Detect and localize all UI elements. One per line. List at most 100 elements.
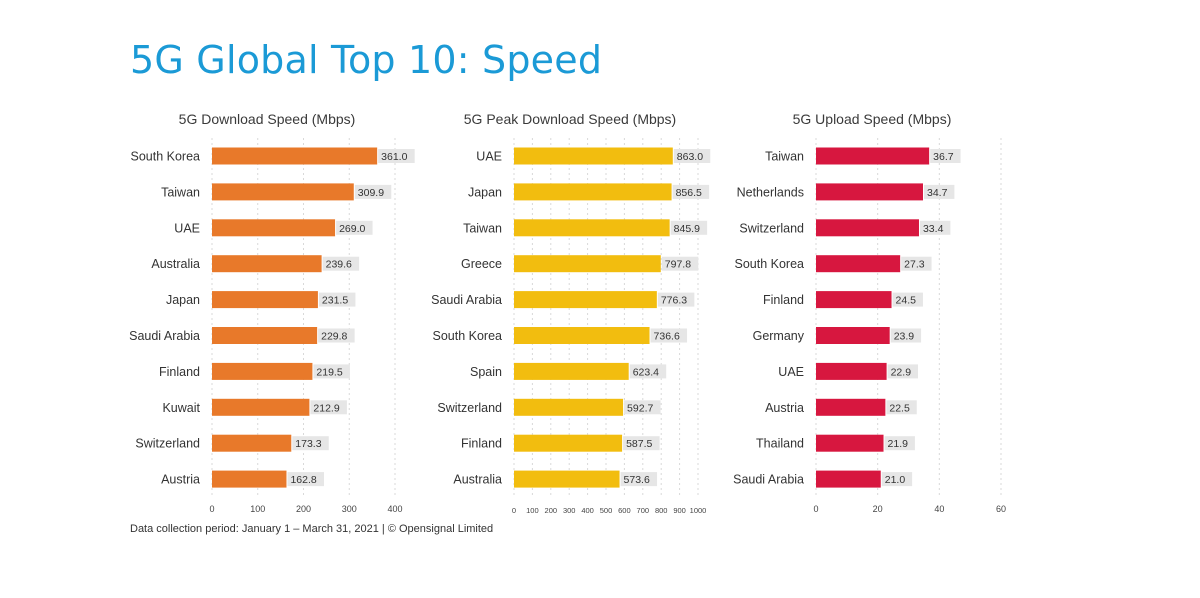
chart-2: 5G Peak Download Speed (Mbps) 0 100 200 300 4…: [431, 111, 711, 515]
category-label: Thailand: [756, 437, 804, 451]
category-label: Saudi Arabia: [733, 473, 804, 487]
category-label: Australia: [151, 257, 200, 271]
data-label-bg: [624, 400, 661, 415]
bar: [816, 219, 919, 237]
data-label: 219.5: [316, 366, 342, 378]
data-label-bg: [318, 292, 356, 307]
bar: [514, 255, 661, 273]
x-tick-label: 400: [387, 504, 402, 514]
x-tick-label: 900: [673, 506, 686, 515]
bar: [514, 470, 620, 488]
bar: [816, 147, 930, 165]
x-tick-label: 700: [637, 506, 650, 515]
category-label: Austria: [161, 473, 200, 487]
category-label: UAE: [476, 150, 502, 164]
category-label: Taiwan: [463, 221, 502, 235]
bar: [816, 470, 881, 488]
data-label-bg: [919, 220, 951, 235]
data-label-bg: [886, 400, 917, 415]
data-label: 24.5: [896, 295, 917, 307]
data-label: 309.9: [358, 187, 384, 199]
category-label: South Korea: [131, 150, 201, 164]
x-tick-label: 100: [250, 504, 265, 514]
data-label-bg: [620, 472, 658, 487]
x-tick-label: 800: [655, 506, 668, 515]
bar: [514, 219, 670, 237]
bar: [514, 327, 650, 344]
data-label: 212.9: [313, 402, 339, 414]
x-tick-label: 0: [209, 504, 214, 514]
bar: [816, 362, 887, 380]
bar: [212, 362, 313, 380]
footer-source-note: Data collection period: January 1 – Marc…: [130, 523, 494, 535]
data-label-bg: [310, 400, 347, 415]
x-tick-label: 300: [342, 504, 357, 514]
x-tick-label: 1000: [690, 506, 707, 515]
chart-title: 5G Download Speed (Mbps): [179, 111, 356, 127]
x-tick-label: 200: [545, 506, 558, 515]
data-label-bg: [923, 184, 955, 199]
data-label-bg: [930, 149, 961, 163]
data-label-bg: [901, 256, 932, 271]
category-label: UAE: [174, 221, 200, 235]
bar: [212, 183, 354, 201]
category-label: Switzerland: [739, 221, 804, 235]
bar: [212, 147, 378, 165]
x-tick-label: 400: [581, 506, 594, 515]
category-label: Germany: [753, 329, 805, 343]
data-label-bg: [313, 364, 350, 379]
category-label: Saudi Arabia: [431, 293, 502, 307]
bar: [212, 470, 287, 488]
category-label: Taiwan: [161, 185, 200, 199]
chart-title: 5G Upload Speed (Mbps): [793, 111, 952, 127]
bar: [514, 398, 624, 416]
data-label-bg: [336, 220, 373, 235]
data-label: 23.9: [894, 331, 915, 343]
category-label: Greece: [461, 257, 502, 271]
x-tick-label: 60: [996, 504, 1006, 514]
chart-3: 5G Upload Speed (Mbps) 0 20 40 60 Taiwan 36.7 N…: [733, 111, 1006, 514]
data-label-bg: [378, 149, 415, 163]
data-label: 21.0: [885, 474, 906, 486]
data-label: 736.6: [654, 331, 680, 343]
category-label: Japan: [166, 293, 200, 307]
category-label: UAE: [778, 365, 804, 379]
data-label: 361.0: [381, 151, 407, 163]
x-tick-label: 20: [873, 504, 883, 514]
data-label: 231.5: [322, 295, 348, 307]
data-label-bg: [318, 328, 355, 343]
category-label: South Korea: [433, 329, 503, 343]
data-label-bg: [661, 256, 699, 271]
data-label: 623.4: [633, 366, 659, 378]
bar: [514, 147, 673, 165]
x-tick-label: 300: [563, 506, 576, 515]
data-label: 239.6: [326, 259, 352, 271]
bar: [212, 291, 318, 309]
category-label: Japan: [468, 185, 502, 199]
data-label-bg: [287, 472, 324, 487]
data-label-bg: [292, 436, 329, 451]
data-label: 592.7: [627, 402, 653, 414]
bar: [816, 255, 901, 273]
data-label: 21.9: [888, 438, 909, 450]
data-label: 856.5: [676, 187, 702, 199]
category-label: Netherlands: [737, 185, 804, 199]
category-label: Spain: [470, 365, 502, 379]
category-label: Taiwan: [765, 150, 804, 164]
category-label: Switzerland: [135, 437, 200, 451]
x-tick-label: 200: [296, 504, 311, 514]
data-label-bg: [884, 436, 915, 451]
data-label: 33.4: [923, 223, 944, 235]
x-tick-label: 0: [512, 506, 516, 515]
data-label-bg: [354, 184, 392, 199]
data-label: 229.8: [321, 331, 347, 343]
bar: [514, 291, 657, 309]
bar: [816, 434, 884, 452]
data-label: 776.3: [661, 295, 687, 307]
data-label: 573.6: [624, 474, 650, 486]
data-label-bg: [650, 328, 688, 343]
data-label-bg: [629, 364, 667, 379]
bar: [816, 291, 892, 309]
bar: [816, 327, 890, 344]
bar: [212, 434, 292, 452]
